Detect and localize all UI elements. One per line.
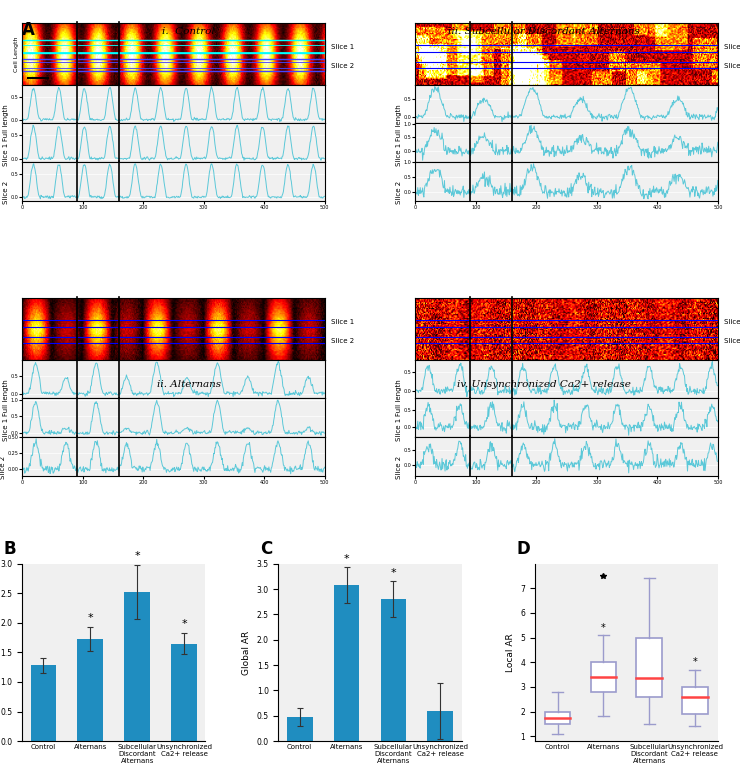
Text: *: * — [693, 657, 697, 667]
Text: *: * — [181, 619, 187, 628]
Y-axis label: Slice 2: Slice 2 — [0, 456, 6, 479]
Bar — [171, 644, 197, 741]
X-axis label: Time: Time — [166, 86, 181, 91]
Text: Slice 2: Slice 2 — [724, 63, 740, 69]
Text: Slice 2: Slice 2 — [331, 338, 354, 344]
Text: *: * — [135, 551, 140, 561]
Text: Slice 1: Slice 1 — [724, 319, 740, 324]
Text: *: * — [87, 613, 93, 623]
Y-axis label: Slice 1: Slice 1 — [3, 143, 9, 166]
Y-axis label: Cell Length: Cell Length — [14, 36, 19, 72]
Text: D: D — [517, 540, 530, 557]
Text: i.  Control: i. Control — [162, 27, 215, 36]
Text: Slice 1: Slice 1 — [331, 319, 354, 324]
Text: Slice 1: Slice 1 — [331, 43, 354, 49]
Bar — [22, 59, 325, 71]
Text: C: C — [260, 540, 272, 557]
Bar — [22, 40, 325, 52]
Bar — [30, 665, 56, 741]
Y-axis label: Full length: Full length — [3, 379, 9, 416]
Bar — [682, 687, 707, 714]
Bar — [287, 717, 312, 741]
Y-axis label: Full length: Full length — [397, 104, 403, 141]
Text: Slice 2: Slice 2 — [331, 63, 354, 69]
Text: B: B — [4, 540, 16, 557]
Bar — [428, 711, 453, 741]
Text: ii. Alternans: ii. Alternans — [157, 380, 221, 389]
Y-axis label: Slice 1: Slice 1 — [397, 418, 403, 441]
Bar — [380, 599, 406, 741]
Text: Slice 2: Slice 2 — [724, 338, 740, 344]
Text: Slice 1: Slice 1 — [724, 43, 740, 49]
Text: *: * — [391, 568, 396, 578]
Y-axis label: Local AR: Local AR — [505, 633, 514, 672]
Bar — [124, 592, 150, 741]
Text: A: A — [22, 21, 35, 39]
Bar — [545, 712, 571, 724]
Text: iv. Unsynchronized Ca2+ release: iv. Unsynchronized Ca2+ release — [457, 380, 630, 389]
Bar — [78, 638, 103, 741]
Bar — [636, 638, 662, 697]
Text: iii. Subcellular Discordant Alternans: iii. Subcellular Discordant Alternans — [448, 27, 640, 36]
Text: *: * — [601, 623, 606, 633]
Bar — [591, 662, 616, 692]
Text: *: * — [344, 554, 349, 564]
Y-axis label: Slice 2: Slice 2 — [3, 181, 9, 205]
Y-axis label: Slice 2: Slice 2 — [397, 181, 403, 205]
Y-axis label: Full length: Full length — [397, 379, 403, 416]
Bar — [334, 585, 360, 741]
Y-axis label: Full length: Full length — [3, 104, 9, 141]
Y-axis label: Slice 1: Slice 1 — [397, 143, 403, 166]
Y-axis label: Slice 2: Slice 2 — [397, 456, 403, 479]
Y-axis label: Global AR: Global AR — [242, 630, 251, 675]
Y-axis label: Slice 1: Slice 1 — [3, 418, 9, 441]
